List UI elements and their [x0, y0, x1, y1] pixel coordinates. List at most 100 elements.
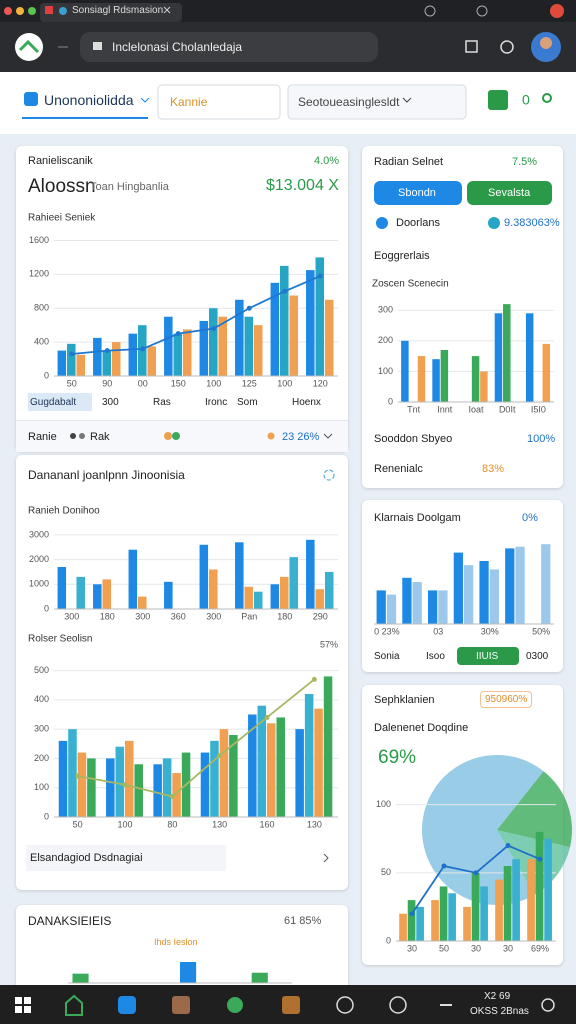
- line-point: [122, 782, 128, 788]
- x-tick-label: 90: [102, 378, 112, 388]
- tab[interactable]: 300: [102, 397, 119, 408]
- search-input[interactable]: Kannie: [170, 95, 208, 109]
- panel: Ranieliscanik 4.0% Aloossn Toan Hingbanl…: [16, 146, 348, 452]
- refresh-icon[interactable]: [321, 467, 337, 483]
- address-icons: [15, 32, 561, 62]
- x-tick-label: Innt: [437, 404, 453, 414]
- button[interactable]: IIUIS: [476, 651, 499, 662]
- y-tick-label: 0: [44, 370, 49, 380]
- chevron[interactable]: [316, 851, 336, 865]
- url-text[interactable]: Inclelonasi Cholanledaja: [112, 40, 243, 54]
- legend: Ihds Ieslon: [154, 937, 198, 947]
- legend-label: Doorlans: [396, 217, 441, 229]
- x-tick-label: 130: [212, 819, 227, 829]
- bar: [248, 714, 257, 817]
- footer-icons: [70, 432, 333, 440]
- line-point: [317, 273, 323, 279]
- x-tick-label: 0 23%: [374, 626, 400, 636]
- bar: [315, 589, 325, 609]
- bar: [544, 838, 552, 941]
- bar: [399, 913, 407, 941]
- tab[interactable]: Ras: [153, 397, 171, 408]
- footer-label: Sonia: [374, 651, 400, 662]
- bar: [76, 576, 86, 609]
- bar: [235, 299, 244, 376]
- bar-chart: [68, 962, 292, 984]
- bar: [209, 308, 218, 376]
- bar: [57, 350, 67, 376]
- bar: [295, 729, 304, 817]
- bar: [453, 552, 463, 624]
- line: [77, 678, 315, 798]
- bar: [72, 973, 89, 983]
- panel: Radian Selnet 7.5% Sbondn Sevalsta Doorl…: [362, 146, 563, 488]
- x-tick-label: 30: [407, 943, 417, 953]
- bar: [115, 746, 125, 817]
- line-point: [75, 773, 81, 779]
- x-tick-label: 160: [259, 819, 274, 829]
- x-tick-label: 30: [471, 943, 481, 953]
- tab[interactable]: Ironc: [205, 397, 228, 408]
- tab-highlight: [28, 393, 92, 411]
- bar: [314, 708, 323, 817]
- tab[interactable]: Gugdabalt: [30, 397, 77, 408]
- line-point: [409, 911, 415, 917]
- bar: [57, 567, 67, 609]
- y-tick-label: 200: [378, 335, 393, 345]
- tab-bar: Sonsiagl Rdsmasion: [0, 0, 576, 22]
- x-tick-label: 150: [171, 378, 186, 388]
- chart-title: Rahieei Seniek: [28, 213, 96, 224]
- panel-title: Radian Selnet: [374, 156, 444, 168]
- bar: [376, 590, 386, 624]
- x-tick-label: 360: [171, 611, 186, 621]
- button[interactable]: Sevalsta: [488, 187, 531, 199]
- line-point: [246, 305, 252, 311]
- bar: [402, 577, 412, 624]
- y-tick-label: 0: [44, 603, 49, 613]
- big-value: 69%: [378, 747, 417, 768]
- tab-title[interactable]: Sonsiagl Rdsmasion: [72, 5, 164, 16]
- select[interactable]: Seotoueasinglesldt: [298, 95, 400, 109]
- y-tick-label: 800: [34, 303, 49, 313]
- bar: [173, 333, 183, 376]
- x-tick-label: 100: [117, 819, 132, 829]
- bar: [280, 265, 289, 376]
- bar: [289, 557, 299, 609]
- tab[interactable]: Som: [237, 397, 258, 408]
- footer-label[interactable]: Elsandagiod Dsdnagiai: [30, 852, 143, 864]
- footer-label: Rak: [90, 431, 110, 443]
- x-tick-label: 120: [313, 378, 328, 388]
- y-tick-label: 500: [34, 665, 49, 675]
- bar: [417, 356, 426, 402]
- bar: [535, 831, 544, 941]
- line-point: [311, 676, 317, 682]
- y-tick-label: 0: [386, 935, 391, 945]
- x-tick-label: 50: [67, 378, 77, 388]
- line-point: [217, 753, 223, 758]
- y-tick-label: 3000: [29, 529, 49, 539]
- tab-icons: [4, 3, 564, 22]
- tab[interactable]: Hoenx: [292, 397, 321, 408]
- subheading: Toan Hingbanlia: [90, 181, 169, 193]
- bar: [134, 764, 143, 817]
- x-tick-label: 180: [277, 611, 292, 621]
- bar: [541, 544, 551, 624]
- bar: [102, 579, 112, 609]
- panel: DANAKSIEIEIS 61 85% Ihds Ieslon: [16, 905, 348, 995]
- address-bar: Inclelonasi Cholanledaja: [0, 22, 576, 72]
- y-tick-label: 100: [378, 366, 393, 376]
- bar: [428, 590, 438, 624]
- bar: [229, 735, 238, 817]
- bar: [58, 740, 68, 817]
- dropdown[interactable]: Unononiolidda: [44, 92, 134, 108]
- bar: [67, 343, 76, 376]
- bar: [505, 548, 515, 624]
- bar: [280, 576, 289, 609]
- button-bg: [374, 181, 462, 205]
- bar-chart: 0 23% 03 30% 50%: [374, 544, 554, 636]
- button[interactable]: Sbondn: [398, 187, 436, 199]
- subtitle: Eoggrerlais: [374, 250, 430, 262]
- bar: [304, 694, 314, 817]
- bar: [440, 350, 449, 402]
